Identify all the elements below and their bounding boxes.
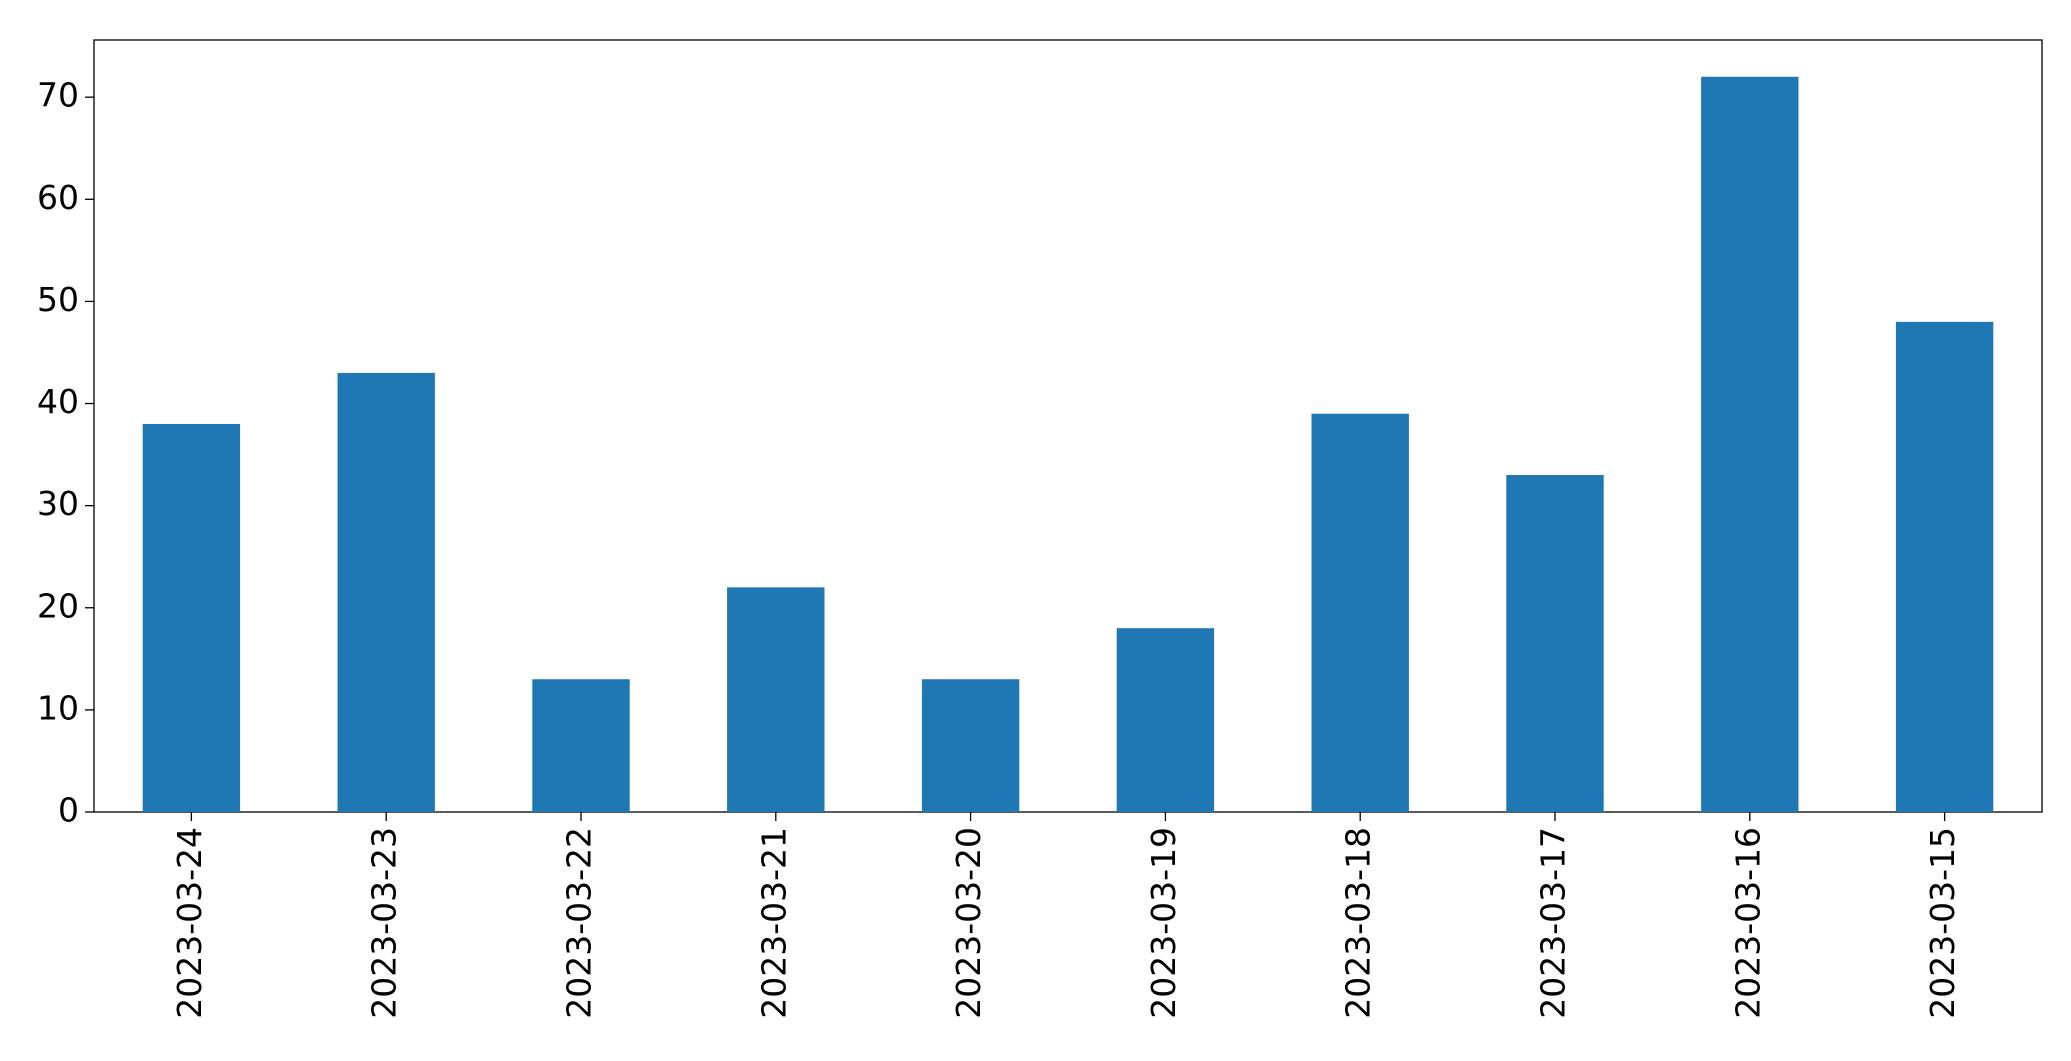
y-tick-label: 30 (37, 484, 79, 523)
y-tick-label: 70 (37, 76, 79, 115)
y-tick-label: 50 (37, 280, 79, 319)
x-tick-label: 2023-03-18 (1339, 827, 1378, 1019)
y-tick-label: 0 (58, 791, 79, 830)
x-tick-label: 2023-03-24 (170, 827, 209, 1019)
y-tick-label: 40 (37, 382, 79, 421)
x-tick-label: 2023-03-23 (365, 827, 404, 1019)
bar (1701, 76, 1799, 812)
bar (1895, 321, 1994, 812)
bar (532, 679, 630, 812)
bar (1311, 413, 1409, 812)
x-tick-label: 2023-03-17 (1534, 827, 1573, 1019)
bar (1116, 628, 1215, 812)
x-tick-label: 2023-03-21 (754, 827, 793, 1019)
x-tick-label: 2023-03-22 (560, 827, 599, 1019)
y-tick-label: 20 (37, 586, 79, 625)
y-tick-label: 10 (37, 688, 79, 727)
bar (727, 587, 825, 812)
x-tick-label: 2023-03-19 (1144, 827, 1183, 1019)
bar (337, 372, 435, 812)
y-tick-label: 60 (37, 178, 79, 217)
bar (1506, 475, 1604, 812)
plot-frame (93, 39, 2043, 813)
x-tick-label: 2023-03-20 (949, 827, 988, 1019)
bar (142, 423, 241, 812)
bar (921, 679, 1020, 812)
x-tick-label: 2023-03-16 (1728, 827, 1767, 1019)
x-tick-label: 2023-03-15 (1923, 827, 1962, 1019)
